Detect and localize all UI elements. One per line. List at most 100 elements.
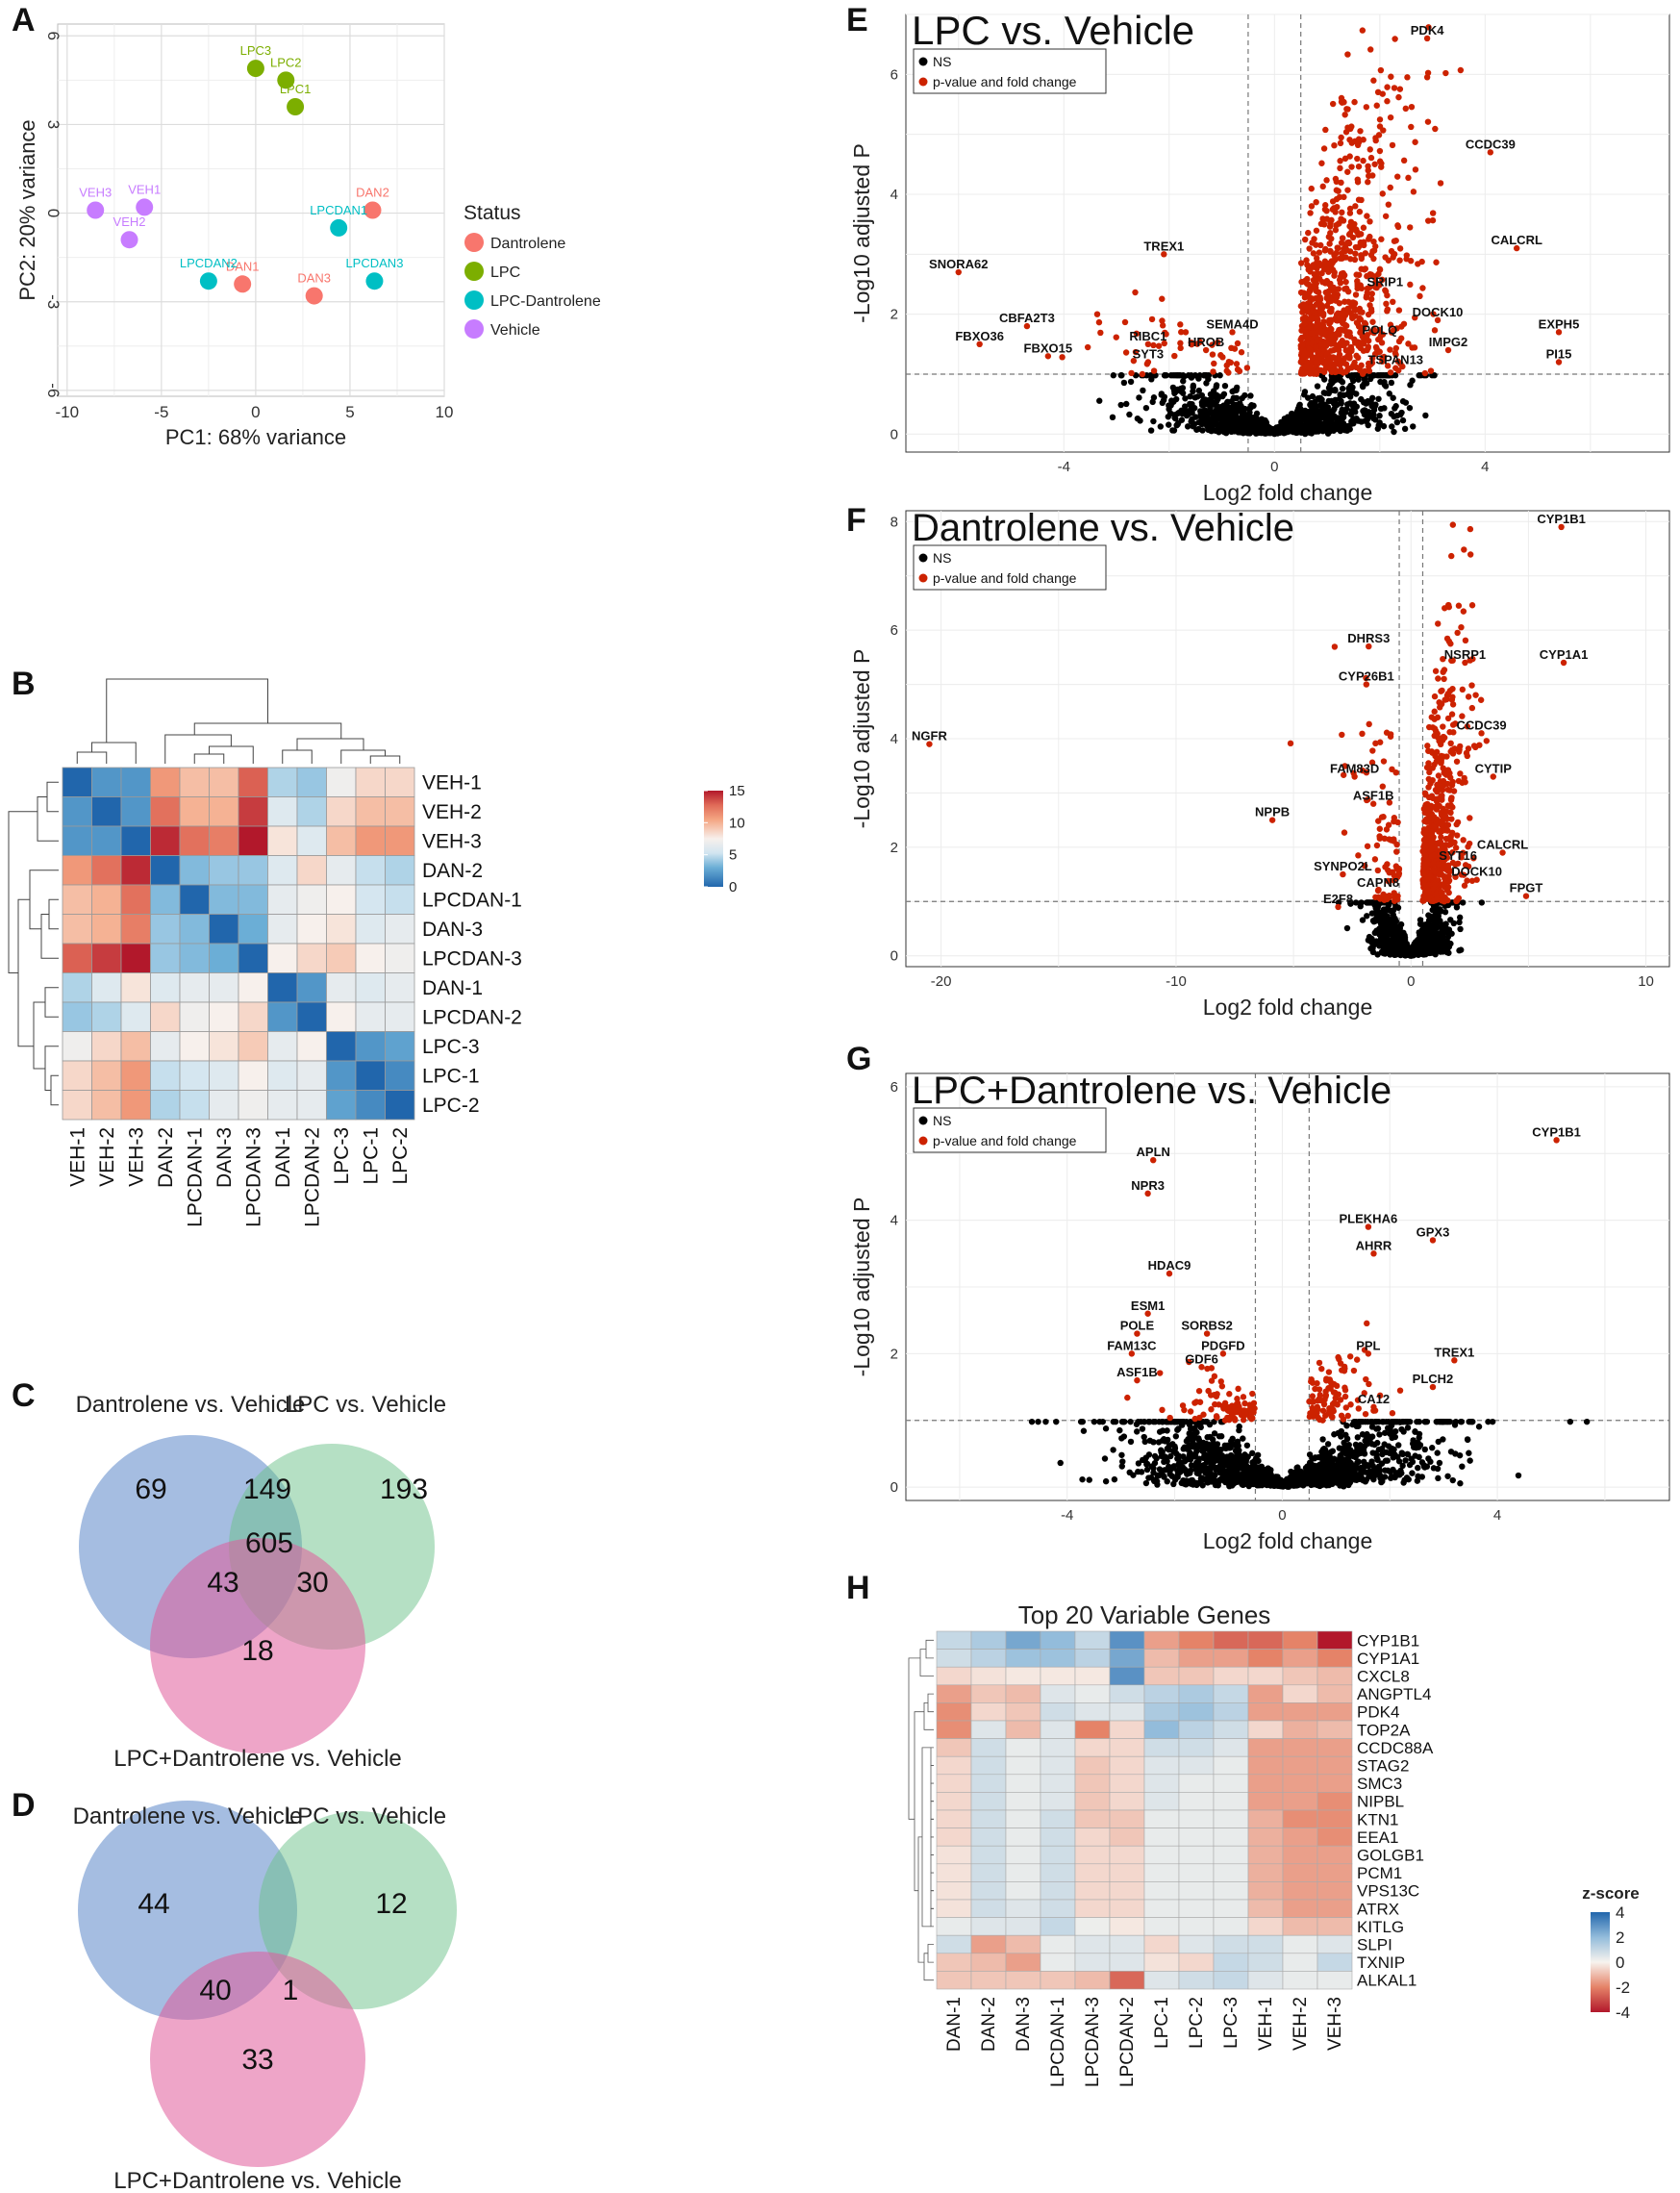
significant-point <box>1338 179 1344 187</box>
significant-point <box>1144 340 1152 348</box>
heatmap-cell <box>179 972 210 1003</box>
left-dendrogram-branch <box>48 898 59 930</box>
ns-point <box>1330 407 1337 414</box>
significant-point <box>1148 315 1156 323</box>
significant-point <box>1297 369 1305 376</box>
significant-point <box>1392 237 1399 244</box>
heatmap-cell <box>120 884 151 915</box>
significant-point <box>1302 236 1309 243</box>
heatmap-cell <box>150 825 181 856</box>
ns-point <box>1256 426 1264 433</box>
heatmap-cell <box>296 943 327 973</box>
significant-point <box>1419 285 1426 291</box>
significant-point <box>1461 882 1468 889</box>
ns-point <box>1374 372 1381 379</box>
pca-point-label: VEH1 <box>128 182 161 196</box>
significant-point <box>1351 773 1358 780</box>
legend-sig-label: p-value and fold change <box>933 74 1077 89</box>
ns-point <box>1392 931 1398 938</box>
significant-point <box>1378 340 1386 346</box>
significant-point <box>1439 866 1445 872</box>
ns-point <box>1212 427 1218 434</box>
significant-point <box>1444 690 1452 697</box>
significant-point <box>1093 311 1101 317</box>
heatmap-cell <box>267 796 298 827</box>
heatmap-cell <box>179 767 210 797</box>
ns-point <box>1304 394 1312 401</box>
ns-point <box>1200 400 1207 408</box>
significant-point <box>1363 294 1369 301</box>
ns-point <box>1377 935 1385 942</box>
significant-point <box>1374 867 1382 874</box>
heatmap-cell <box>355 972 386 1003</box>
row-label: LPCDAN-3 <box>422 947 522 970</box>
significant-point <box>1297 260 1305 266</box>
column-label: VEH-3 <box>125 1127 147 1187</box>
ns-point <box>1187 409 1193 416</box>
significant-point <box>1467 525 1474 533</box>
significant-point <box>1389 141 1396 149</box>
significant-point <box>1361 862 1368 870</box>
significant-point <box>1302 314 1309 320</box>
heatmap-cell <box>326 914 357 945</box>
ns-point <box>1358 418 1365 425</box>
significant-point <box>1217 352 1224 359</box>
top-dendrogram-branch <box>369 755 401 764</box>
significant-point <box>1307 317 1314 324</box>
ns-point <box>1347 382 1354 390</box>
significant-point <box>1418 258 1425 265</box>
heatmap-cell <box>209 1031 239 1062</box>
significant-point <box>1305 229 1312 237</box>
heatmap-cell <box>355 1031 386 1062</box>
ns-point <box>1184 423 1191 430</box>
ns-point <box>1209 393 1216 400</box>
venn-region-count-ab: 149 <box>243 1474 291 1505</box>
x-tick-label: -20 <box>931 973 952 990</box>
ns-point <box>1140 387 1146 394</box>
ns-point <box>1340 414 1347 420</box>
ns-point <box>1439 925 1445 932</box>
significant-point <box>1431 814 1438 820</box>
significant-point <box>1211 360 1217 367</box>
significant-point <box>1133 330 1141 338</box>
ns-point <box>1207 405 1214 412</box>
ns-point <box>1292 427 1299 435</box>
significant-point <box>1378 236 1385 242</box>
x-axis-label: Log2 fold change <box>1203 995 1373 1020</box>
significant-point <box>1394 223 1402 231</box>
ns-point <box>1376 413 1383 419</box>
significant-point <box>1317 301 1325 309</box>
left-dendrogram-branch <box>46 781 59 813</box>
ns-point <box>1370 411 1377 418</box>
ns-point <box>1392 904 1399 911</box>
significant-point <box>1328 297 1335 305</box>
significant-point <box>1177 340 1184 346</box>
significant-point <box>1470 855 1477 862</box>
significant-point <box>1332 175 1340 183</box>
ns-point <box>1151 1452 1159 1460</box>
significant-point <box>1353 364 1360 371</box>
row-label: VEH-3 <box>422 830 482 852</box>
significant-point <box>1444 821 1452 828</box>
significant-point <box>1379 90 1386 97</box>
ns-point <box>1234 427 1241 434</box>
top-dendrogram-branch <box>164 734 232 764</box>
column-label: LPC-2 <box>389 1127 412 1185</box>
significant-point <box>1388 73 1394 80</box>
significant-point <box>1367 146 1373 153</box>
significant-point <box>1335 188 1341 194</box>
significant-point <box>1340 870 1346 878</box>
heatmap-cell <box>326 1031 357 1062</box>
significant-point <box>1443 635 1451 643</box>
x-tick-label: 4 <box>1493 1507 1501 1524</box>
significant-point <box>1376 335 1384 341</box>
significant-point <box>1440 765 1446 771</box>
plot-title: LPC vs. Vehicle <box>912 8 1194 53</box>
significant-point <box>1337 164 1343 172</box>
ns-point <box>1321 390 1329 396</box>
significant-point <box>1412 314 1418 321</box>
heatmap-cell <box>120 943 151 973</box>
ns-point <box>1457 925 1464 933</box>
panel-label-g: G <box>846 1041 872 1077</box>
